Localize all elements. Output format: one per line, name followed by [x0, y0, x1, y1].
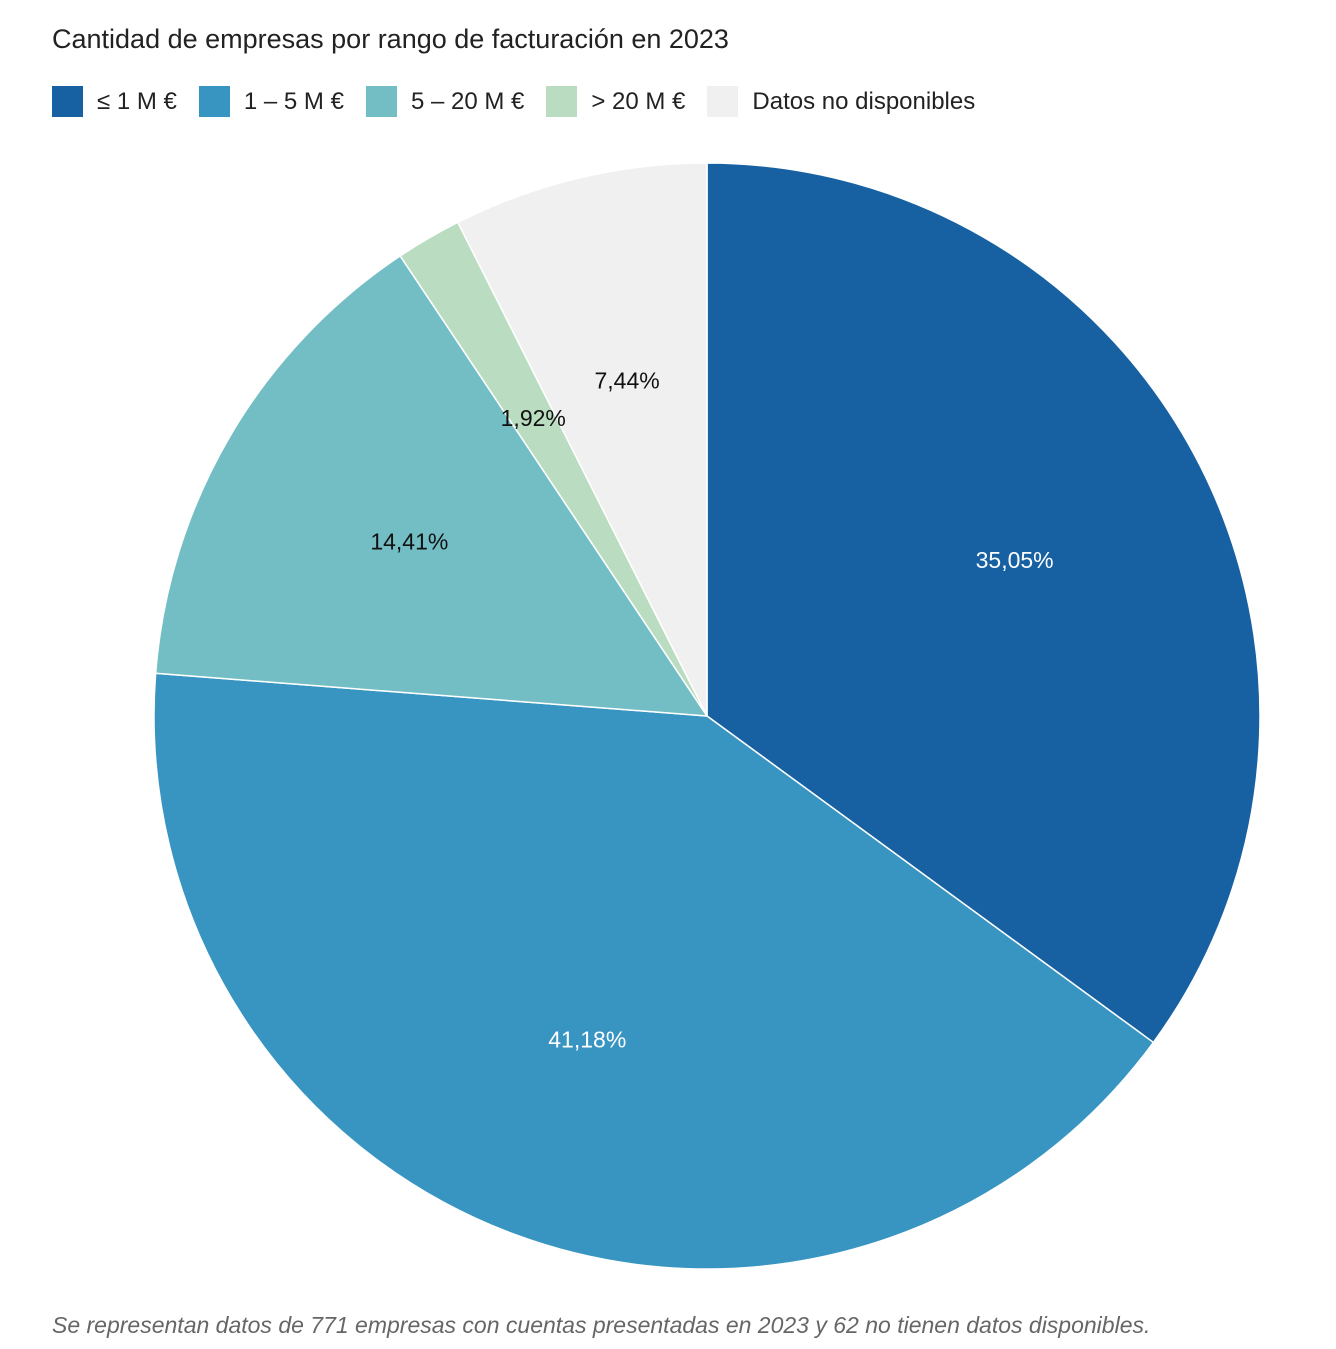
legend-item: 1 – 5 M € [198, 86, 344, 117]
slice-label: 1,92% [501, 405, 566, 431]
pie-slice [456, 162, 708, 717]
pie-slice [154, 254, 709, 717]
legend-label: 1 – 5 M € [243, 87, 344, 115]
slice-label: 7,44% [594, 367, 659, 393]
legend-item: Datos no disponibles [707, 86, 975, 117]
legend-swatch [198, 86, 230, 117]
pie-slice [706, 162, 1261, 1044]
legend-swatch [365, 86, 397, 117]
legend-swatch [546, 86, 578, 117]
slice-label: 41,18% [548, 1027, 626, 1053]
legend-label: 5 – 20 M € [410, 87, 525, 115]
legend-swatch [52, 86, 83, 117]
legend-label: Datos no disponibles [752, 87, 976, 115]
pie-slice [153, 672, 1155, 1270]
slice-label: 35,05% [976, 547, 1054, 573]
legend-swatch [707, 86, 739, 117]
legend-label: ≤ 1 M € [97, 87, 177, 115]
slice-label: 14,41% [370, 529, 448, 555]
legend: ≤ 1 M € 1 – 5 M € 5 – 20 M € > 20 M € Datos … [52, 86, 997, 117]
footnote: Se representan datos de 771 empresas con… [52, 1312, 1151, 1338]
legend-item: 5 – 20 M € [365, 86, 525, 117]
legend-label: > 20 M € [591, 87, 686, 115]
chart-title: Cantidad de empresas por rango de factur… [52, 24, 729, 54]
legend-item: ≤ 1 M € [52, 86, 177, 117]
legend-item: > 20 M € [546, 86, 685, 117]
